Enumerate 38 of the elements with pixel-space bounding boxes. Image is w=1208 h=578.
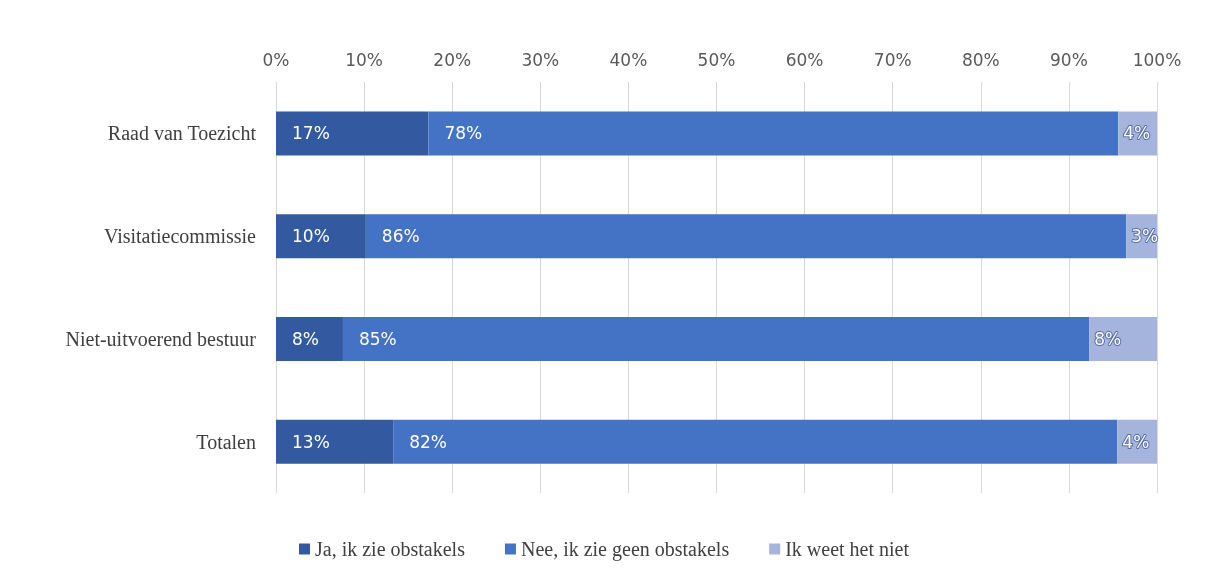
data-label: 13%	[292, 431, 330, 452]
bar	[365, 214, 1127, 259]
x-tick-label: 30%	[521, 49, 560, 70]
y-tick-label: Raad van Toezicht	[107, 122, 257, 145]
bar	[342, 316, 1090, 361]
x-tick-label: 70%	[873, 49, 912, 70]
x-tick-label: 50%	[697, 49, 736, 70]
y-tick-label: Totalen	[196, 430, 256, 453]
data-label: 10%	[292, 226, 330, 247]
data-label: 4%	[1122, 431, 1150, 452]
x-tick-label: 0%	[262, 49, 290, 70]
legend-label: Ja, ik zie obstakels	[314, 538, 466, 560]
data-label: 4%	[1123, 123, 1151, 144]
data-label: 78%	[444, 123, 483, 144]
x-tick-label: 10%	[345, 49, 383, 70]
bar	[428, 111, 1119, 156]
x-tick-label: 100%	[1132, 49, 1182, 70]
y-tick-label: Niet-uitvoerend bestuur	[65, 327, 257, 350]
bar	[276, 419, 394, 464]
y-tick-label: Visitatiecommissie	[103, 225, 257, 248]
legend-label: Nee, ik zie geen obstakels	[520, 538, 730, 561]
data-label: 3%	[1131, 226, 1159, 247]
data-label: 82%	[409, 431, 447, 452]
data-label: 8%	[1094, 328, 1122, 349]
data-label: 17%	[292, 123, 330, 144]
x-tick-label: 80%	[961, 49, 1000, 70]
data-label: 8%	[292, 328, 319, 349]
data-label: 86%	[381, 226, 420, 247]
x-tick-label: 20%	[433, 49, 472, 70]
bar	[276, 111, 429, 156]
bar	[393, 419, 1118, 464]
bar	[276, 214, 366, 259]
bar	[276, 316, 343, 361]
x-tick-label: 90%	[1050, 49, 1088, 70]
data-label: 85%	[358, 328, 397, 349]
x-tick-label: 40%	[609, 49, 648, 70]
legend-label: Ik weet het niet	[785, 538, 910, 560]
x-tick-label: 60%	[785, 49, 824, 70]
